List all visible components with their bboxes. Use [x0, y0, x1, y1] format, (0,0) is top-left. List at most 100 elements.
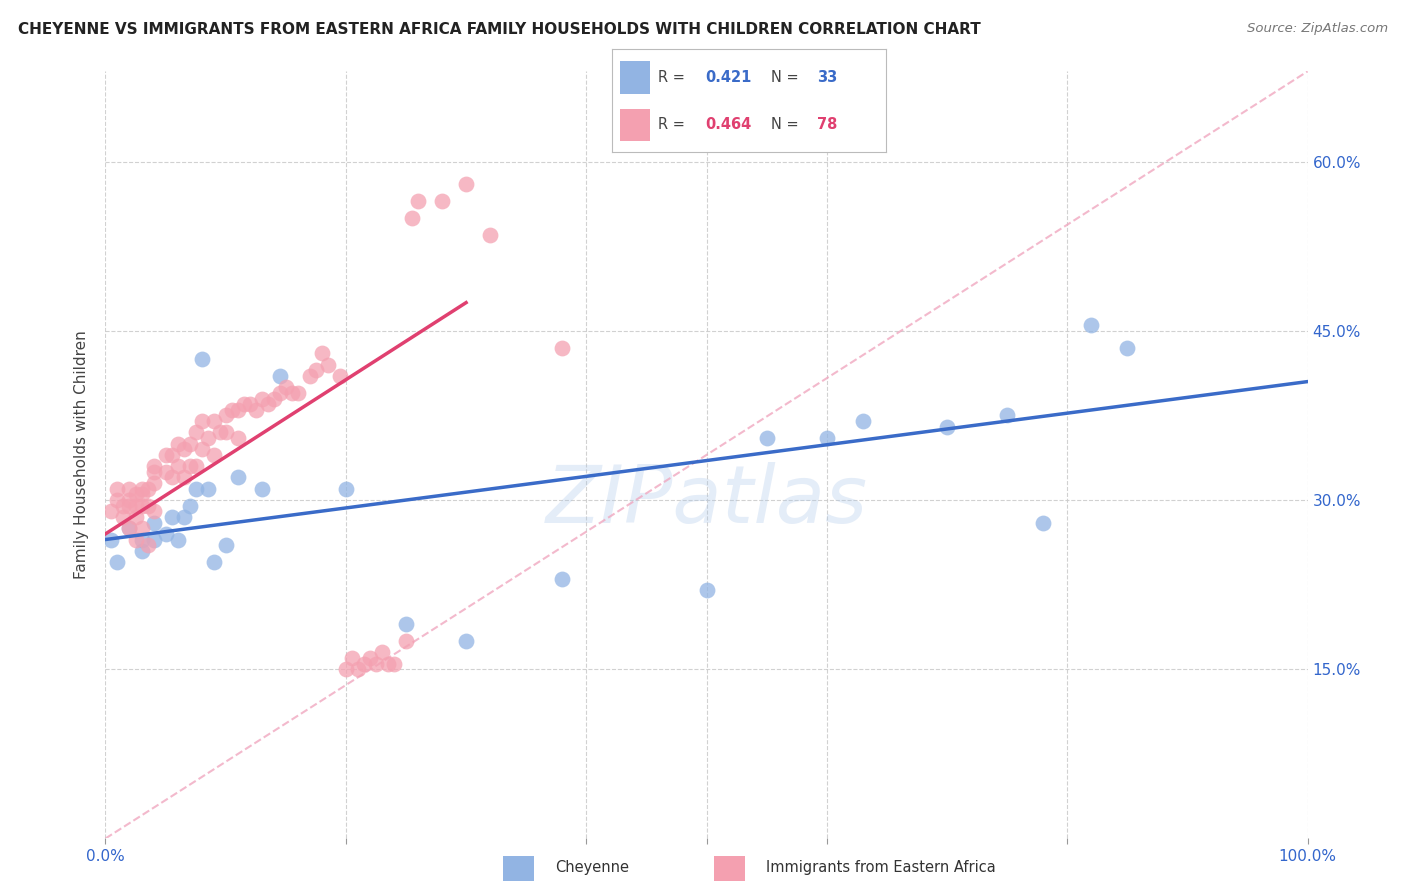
- Point: [179, 436, 201, 450]
- Point: [316, 358, 339, 372]
- Point: [190, 442, 212, 457]
- Text: CHEYENNE VS IMMIGRANTS FROM EASTERN AFRICA FAMILY HOUSEHOLDS WITH CHILDREN CORRE: CHEYENNE VS IMMIGRANTS FROM EASTERN AFRI…: [18, 22, 981, 37]
- Point: [173, 510, 195, 524]
- Point: [100, 533, 122, 547]
- Point: [112, 499, 135, 513]
- Point: [107, 555, 129, 569]
- Point: [155, 448, 177, 462]
- Point: [107, 482, 129, 496]
- Point: [160, 510, 183, 524]
- Point: [329, 368, 352, 383]
- Point: [1080, 318, 1102, 333]
- Point: [160, 470, 183, 484]
- Point: [118, 521, 141, 535]
- Point: [281, 385, 304, 400]
- Point: [340, 651, 363, 665]
- Point: [250, 392, 273, 406]
- Point: [142, 504, 165, 518]
- Point: [112, 510, 135, 524]
- Point: [136, 499, 159, 513]
- Point: [142, 516, 165, 530]
- Point: [124, 533, 146, 547]
- Text: Source: ZipAtlas.com: Source: ZipAtlas.com: [1247, 22, 1388, 36]
- Text: R =: R =: [658, 70, 690, 86]
- Point: [131, 544, 153, 558]
- Point: [696, 583, 718, 598]
- Point: [221, 402, 243, 417]
- Text: 0.464: 0.464: [704, 118, 751, 133]
- Y-axis label: Family Households with Children: Family Households with Children: [75, 331, 90, 579]
- Point: [184, 482, 207, 496]
- Point: [155, 465, 177, 479]
- Point: [371, 645, 394, 659]
- Point: [166, 459, 188, 474]
- Point: [226, 470, 249, 484]
- Point: [142, 459, 165, 474]
- Point: [456, 177, 478, 191]
- Point: [256, 397, 278, 411]
- Point: [208, 425, 231, 440]
- Point: [136, 538, 159, 552]
- Point: [136, 482, 159, 496]
- Point: [377, 657, 399, 671]
- Text: Cheyenne: Cheyenne: [555, 861, 630, 875]
- Point: [202, 448, 225, 462]
- Point: [131, 482, 153, 496]
- Point: [395, 634, 418, 648]
- Point: [335, 482, 357, 496]
- Point: [214, 409, 236, 423]
- Point: [347, 662, 370, 676]
- Point: [142, 476, 165, 491]
- Point: [131, 533, 153, 547]
- Point: [430, 194, 453, 208]
- Text: R =: R =: [658, 118, 690, 133]
- Point: [298, 368, 321, 383]
- Point: [107, 493, 129, 508]
- Point: [232, 397, 254, 411]
- FancyBboxPatch shape: [620, 109, 650, 141]
- Point: [239, 397, 262, 411]
- Point: [226, 402, 249, 417]
- Point: [382, 657, 405, 671]
- Point: [274, 380, 297, 394]
- Point: [479, 227, 502, 242]
- Point: [155, 527, 177, 541]
- Point: [118, 521, 141, 535]
- Point: [406, 194, 429, 208]
- Point: [269, 368, 291, 383]
- Point: [160, 448, 183, 462]
- Point: [166, 436, 188, 450]
- Point: [353, 657, 375, 671]
- Point: [179, 499, 201, 513]
- Point: [173, 470, 195, 484]
- Text: 0.421: 0.421: [704, 70, 751, 86]
- Point: [226, 431, 249, 445]
- Point: [131, 499, 153, 513]
- Point: [359, 651, 381, 665]
- Point: [1032, 516, 1054, 530]
- Text: N =: N =: [770, 70, 803, 86]
- Point: [335, 662, 357, 676]
- Point: [815, 431, 838, 445]
- Point: [311, 346, 333, 360]
- Point: [100, 504, 122, 518]
- Point: [124, 510, 146, 524]
- Point: [124, 487, 146, 501]
- Point: [124, 499, 146, 513]
- Point: [287, 385, 309, 400]
- Point: [173, 442, 195, 457]
- Point: [1116, 341, 1139, 355]
- Text: ZIPatlas: ZIPatlas: [546, 462, 868, 540]
- Point: [202, 555, 225, 569]
- Point: [179, 459, 201, 474]
- Point: [197, 431, 219, 445]
- Point: [395, 617, 418, 632]
- Point: [263, 392, 285, 406]
- Point: [245, 402, 267, 417]
- Point: [250, 482, 273, 496]
- Point: [142, 533, 165, 547]
- Point: [755, 431, 778, 445]
- Point: [401, 211, 423, 225]
- Text: Immigrants from Eastern Africa: Immigrants from Eastern Africa: [766, 861, 995, 875]
- Point: [269, 385, 291, 400]
